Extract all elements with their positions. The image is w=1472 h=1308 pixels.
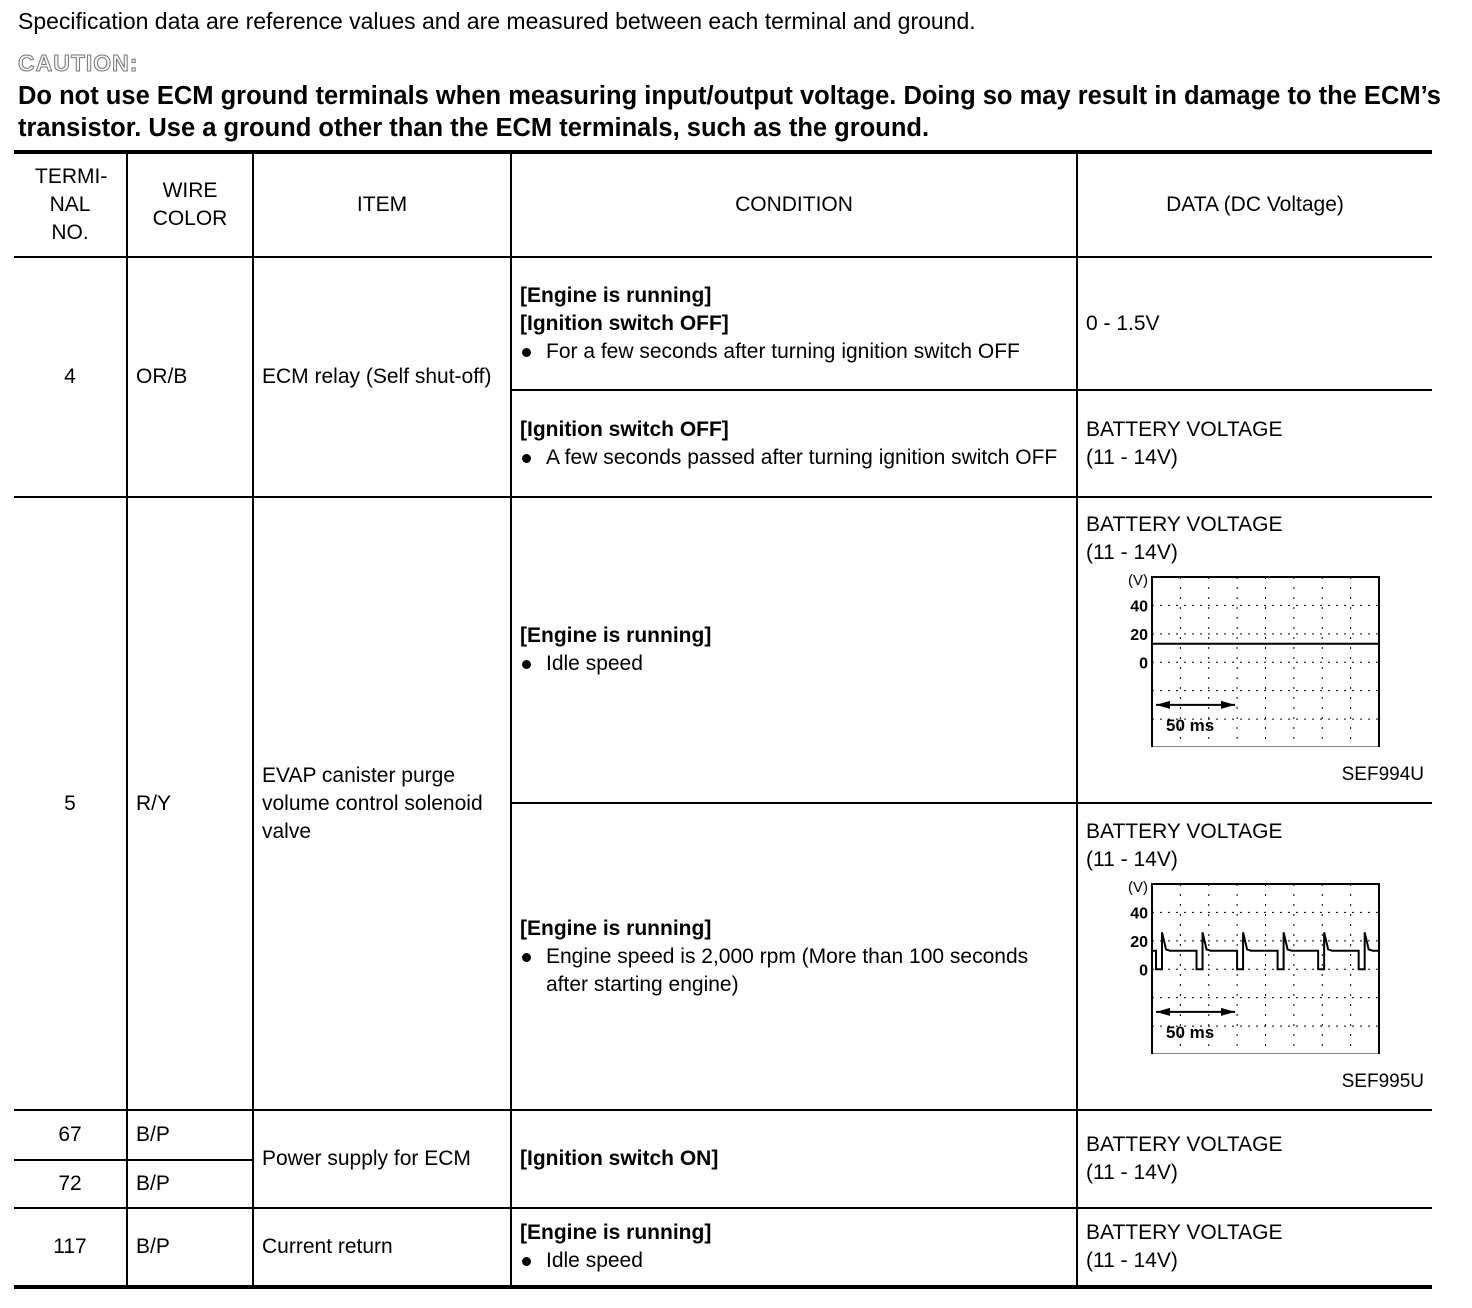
oscilloscope-2000rpm: (V) 40 20 0 50 ms <box>1128 879 1380 1056</box>
data-cell: BATTERY VOLTAGE (11 - 14V) (V) 40 20 0 50 ms … <box>1076 496 1432 804</box>
y-tick-label: 40 <box>1130 905 1148 922</box>
y-tick-label: 0 <box>1139 655 1148 672</box>
condition-cell: [Ignition switch OFF] A few seconds passe… <box>511 389 1078 498</box>
figure-code: SEF994U <box>1341 764 1424 785</box>
header-terminal: TERMI-NAL NO. <box>14 151 128 258</box>
condition-cell: [Engine is running] Idle speed <box>510 496 1078 804</box>
header-condition: CONDITION <box>510 151 1078 258</box>
wire-cell: B/P <box>126 1109 254 1161</box>
data-cell: BATTERY VOLTAGE (11 - 14V) <box>1076 1207 1432 1288</box>
figure-code: SEF995U <box>1341 1070 1424 1092</box>
oscilloscope-idle: (V) 40 20 0 50 ms <box>1128 572 1380 749</box>
y-tick-label: 20 <box>1130 933 1148 950</box>
table-row: 72 B/P <box>14 1159 1432 1209</box>
condition-cell: [Engine is running] Engine speed is 2,000… <box>511 802 1078 1111</box>
data-cell: 0 - 1.5V <box>1076 256 1432 391</box>
caution-text: Do not use ECM ground terminals when mea… <box>18 82 1441 142</box>
time-scale-label: 50 ms <box>1166 716 1214 735</box>
item-cell: ECM relay (Self shut-off) <box>252 256 512 498</box>
condition-cell: [Ignition switch ON] <box>510 1109 1078 1209</box>
header-item: ITEM <box>252 151 512 258</box>
wire-cell: B/P <box>126 1159 253 1209</box>
y-tick-label: 0 <box>1139 962 1148 979</box>
header-wire: WIRE COLOR <box>126 151 254 258</box>
data-cell: BATTERY VOLTAGE (11 - 14V) <box>1076 1109 1432 1209</box>
terminal-cell: 4 <box>14 256 128 498</box>
intro-text: Specification data are reference values … <box>18 8 976 34</box>
header-data: DATA (DC Voltage) <box>1076 151 1432 258</box>
terminal-cell: 67 <box>14 1109 128 1161</box>
terminal-cell: 5 <box>14 496 128 1111</box>
caution-label: CAUTION: <box>17 50 139 77</box>
data-cell: BATTERY VOLTAGE (11 - 14V) (V) 40 20 0 50 ms … <box>1076 802 1432 1111</box>
data-cell: BATTERY VOLTAGE (11 - 14V) <box>1076 389 1432 498</box>
terminal-cell: 117 <box>14 1207 128 1288</box>
item-cell: Current return <box>252 1207 512 1288</box>
y-unit-label: (V) <box>1128 572 1148 589</box>
table-row: 117 B/P Current return [Engine is runnin… <box>14 1207 1432 1288</box>
table-row: 5 R/Y EVAP canister purge volume control… <box>14 496 1432 1111</box>
waveform-line <box>1152 931 1379 970</box>
table-row: [Ignition switch OFF] A few seconds passe… <box>14 389 1432 498</box>
condition-cell: [Engine is running] [Ignition switch OFF]… <box>510 256 1078 391</box>
wire-cell: B/P <box>126 1207 254 1288</box>
wire-cell: OR/B <box>126 256 254 498</box>
y-unit-label: (V) <box>1128 879 1148 896</box>
y-tick-label: 20 <box>1130 627 1148 644</box>
item-cell: EVAP canister purge volume control solen… <box>252 496 512 1111</box>
item-cell: Power supply for ECM <box>252 1109 512 1209</box>
table-row: 4 OR/B ECM relay (Self shut-off) [Engine… <box>14 256 1432 498</box>
condition-cell: [Engine is running] Idle speed <box>510 1207 1078 1288</box>
spec-table: TERMI-NAL NO. WIRE COLOR ITEM CONDITION … <box>14 150 1432 1289</box>
terminal-cell: 72 <box>14 1159 128 1209</box>
header-row: TERMI-NAL NO. WIRE COLOR ITEM CONDITION … <box>14 151 1432 258</box>
table-row: [Engine is running] Engine speed is 2,000… <box>14 802 1432 1111</box>
time-scale-label: 50 ms <box>1166 1022 1214 1041</box>
table-row: 67 B/P Power supply for ECM [Ignition sw… <box>14 1109 1432 1209</box>
wire-cell: R/Y <box>126 496 254 1111</box>
y-tick-label: 40 <box>1130 598 1148 615</box>
